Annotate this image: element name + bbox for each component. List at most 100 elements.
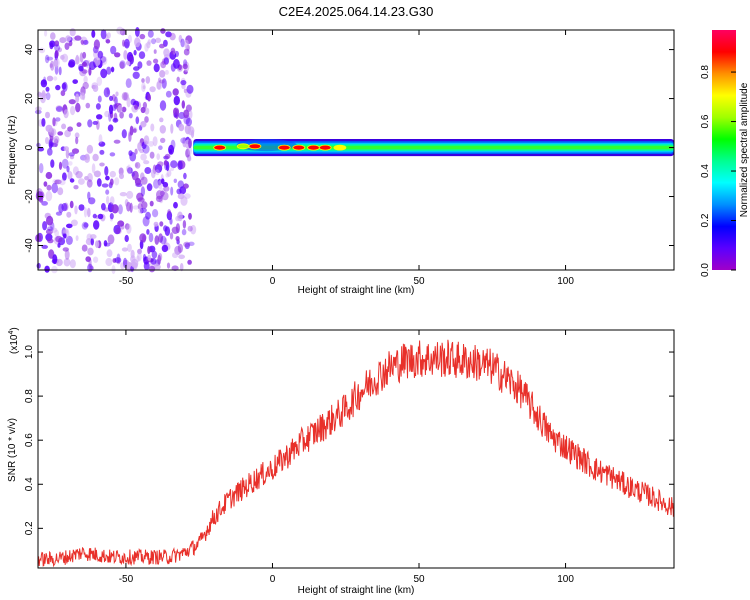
noise-blob (71, 148, 80, 154)
noise-blob (105, 257, 113, 267)
noise-blob (129, 125, 134, 136)
noise-blob (139, 233, 147, 243)
noise-blob (106, 32, 111, 39)
noise-blob (90, 237, 95, 246)
noise-blob (160, 28, 166, 34)
noise-blob (148, 265, 156, 273)
noise-blob (87, 172, 93, 183)
noise-blob (159, 100, 167, 111)
noise-blob (155, 169, 160, 176)
noise-blob (50, 159, 55, 168)
noise-blob (49, 63, 53, 68)
noise-blob (54, 64, 59, 75)
noise-blob (183, 48, 190, 56)
noise-blob (146, 229, 150, 235)
noise-blob (145, 76, 151, 84)
noise-blob (163, 57, 169, 65)
noise-blob (176, 76, 180, 83)
noise-blob (170, 186, 174, 196)
noise-blob (82, 51, 87, 59)
noise-blob (154, 235, 160, 245)
noise-blob (131, 170, 139, 181)
noise-blob (93, 256, 99, 263)
noise-blob (98, 134, 103, 144)
noise-blob (89, 234, 97, 240)
noise-blob (166, 262, 171, 269)
noise-blob (45, 124, 53, 133)
noise-blob (123, 50, 128, 60)
noise-blob (115, 227, 121, 234)
noise-blob (153, 263, 161, 271)
noise-blob (147, 246, 151, 255)
spectrogram-x-ticks: -50 0 50 100 (119, 30, 574, 287)
noise-blob (107, 234, 115, 245)
noise-blob (135, 116, 140, 125)
noise-blob (147, 39, 152, 45)
noise-blob (105, 175, 110, 181)
colorbar-ticks: 0.0 0.2 0.4 0.6 0.8 (700, 65, 736, 277)
noise-blob (63, 258, 71, 267)
noise-blob (128, 113, 133, 119)
noise-blob (100, 68, 108, 79)
noise-blob (186, 84, 194, 94)
noise-blob (115, 91, 119, 97)
noise-blob (159, 117, 164, 123)
colorbar-tick-label: 0.4 (700, 164, 711, 178)
noise-blob (69, 200, 74, 209)
noise-blob (59, 37, 67, 44)
noise-blob (164, 226, 171, 237)
noise-blob (127, 243, 132, 253)
noise-blob (164, 69, 169, 75)
noise-blob (134, 104, 139, 110)
noise-blob (108, 112, 112, 122)
noise-blob (80, 39, 84, 45)
noise-blob (132, 205, 140, 210)
noise-blob (66, 223, 73, 229)
snr-y-ticks: 0.2 0.4 0.6 0.8 1.0 (24, 345, 674, 535)
noise-blob (43, 181, 48, 187)
noise-blob (55, 235, 63, 243)
noise-blob (57, 47, 63, 53)
noise-blob (161, 244, 169, 253)
noise-blob (151, 38, 156, 45)
y-tick-label: 40 (24, 44, 35, 56)
noise-blob (69, 28, 76, 37)
noise-blob (53, 76, 58, 81)
noise-blob (109, 196, 115, 205)
x-tick-label: 100 (557, 574, 574, 585)
noise-blob (53, 58, 59, 67)
noise-blob (110, 45, 117, 55)
noise-blob (105, 39, 111, 44)
noise-blob (92, 153, 99, 162)
noise-blob (170, 160, 178, 169)
y-tick-label: 20 (24, 93, 35, 105)
noise-blob (109, 213, 114, 220)
noise-blob (141, 82, 146, 93)
noise-blob (177, 180, 184, 189)
noise-blob (160, 61, 167, 69)
snr-y-multiplier: (x104) (8, 327, 20, 354)
noise-blob (135, 162, 141, 169)
noise-blob (142, 144, 150, 154)
noise-blob (55, 84, 61, 91)
noise-blob (175, 223, 180, 234)
noise-blob (173, 178, 177, 183)
noise-blob (166, 169, 172, 177)
noise-blob (75, 102, 81, 113)
noise-blob (116, 26, 124, 35)
noise-blob (119, 173, 124, 180)
noise-blob (53, 138, 59, 148)
noise-blob (124, 234, 129, 243)
noise-blob (70, 105, 76, 116)
noise-blob (188, 138, 192, 149)
noise-blob (51, 182, 58, 194)
noise-blob (38, 47, 46, 54)
noise-blob (50, 227, 58, 233)
noise-blob (87, 247, 94, 256)
noise-blob (81, 221, 89, 230)
noise-blob (146, 60, 152, 66)
noise-blob (156, 153, 160, 161)
noise-blob (52, 117, 56, 127)
noise-blob (170, 167, 175, 172)
noise-blob (55, 105, 63, 111)
